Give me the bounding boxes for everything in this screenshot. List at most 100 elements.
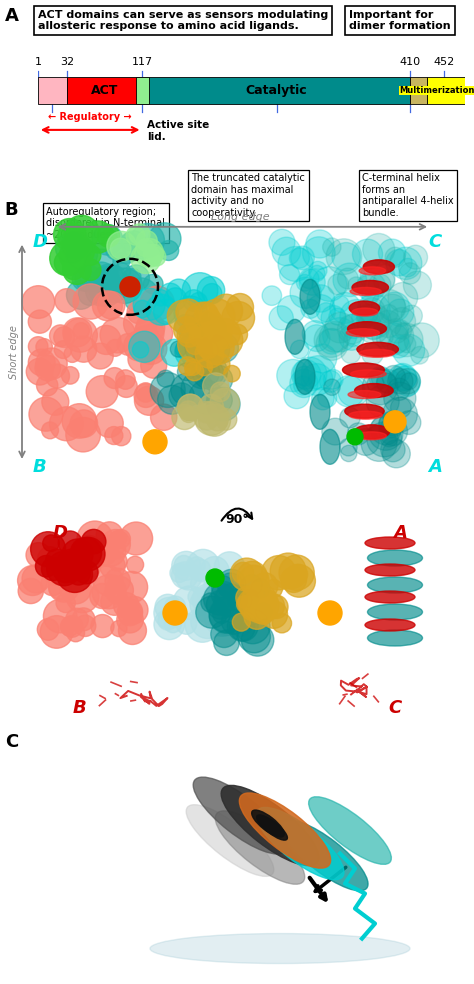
Circle shape bbox=[59, 240, 91, 271]
Circle shape bbox=[49, 406, 83, 441]
Circle shape bbox=[391, 321, 409, 338]
Circle shape bbox=[74, 615, 96, 637]
Circle shape bbox=[214, 552, 245, 583]
Circle shape bbox=[107, 231, 137, 261]
Circle shape bbox=[322, 418, 348, 445]
Circle shape bbox=[196, 596, 228, 628]
Text: C-terminal helix
forms an
antiparallel 4-helix
bundle.: C-terminal helix forms an antiparallel 4… bbox=[362, 173, 454, 218]
Circle shape bbox=[55, 288, 79, 313]
Circle shape bbox=[50, 325, 71, 346]
Circle shape bbox=[337, 268, 358, 289]
Circle shape bbox=[99, 266, 128, 293]
Circle shape bbox=[203, 583, 236, 615]
Circle shape bbox=[333, 376, 365, 407]
Circle shape bbox=[291, 340, 309, 358]
Circle shape bbox=[36, 348, 67, 380]
Circle shape bbox=[42, 389, 69, 415]
Circle shape bbox=[28, 310, 52, 334]
Circle shape bbox=[167, 279, 191, 303]
Circle shape bbox=[101, 229, 117, 245]
Circle shape bbox=[92, 326, 121, 354]
Circle shape bbox=[178, 327, 213, 362]
Text: Active site
lid.: Active site lid. bbox=[146, 120, 209, 142]
Circle shape bbox=[371, 368, 392, 388]
Circle shape bbox=[109, 530, 127, 547]
Text: C: C bbox=[428, 233, 442, 251]
Circle shape bbox=[356, 304, 391, 338]
Circle shape bbox=[186, 355, 219, 389]
Circle shape bbox=[202, 316, 226, 339]
Circle shape bbox=[189, 324, 213, 347]
Circle shape bbox=[204, 365, 233, 394]
Circle shape bbox=[123, 265, 149, 291]
Text: ← Regulatory →: ← Regulatory → bbox=[48, 112, 132, 122]
Circle shape bbox=[66, 608, 88, 631]
Circle shape bbox=[228, 613, 252, 637]
Circle shape bbox=[158, 386, 187, 414]
Circle shape bbox=[164, 596, 185, 617]
Circle shape bbox=[101, 529, 130, 559]
Circle shape bbox=[46, 364, 70, 388]
Ellipse shape bbox=[349, 411, 383, 419]
Circle shape bbox=[380, 429, 398, 447]
Circle shape bbox=[306, 294, 335, 324]
Circle shape bbox=[290, 277, 321, 308]
Circle shape bbox=[316, 329, 348, 360]
Circle shape bbox=[174, 296, 208, 330]
Circle shape bbox=[40, 616, 73, 648]
Circle shape bbox=[196, 321, 230, 354]
Circle shape bbox=[113, 253, 130, 270]
Circle shape bbox=[403, 272, 431, 299]
Circle shape bbox=[134, 300, 151, 318]
Circle shape bbox=[283, 565, 315, 597]
Circle shape bbox=[18, 566, 47, 595]
Circle shape bbox=[71, 337, 97, 362]
Circle shape bbox=[116, 572, 147, 603]
Circle shape bbox=[392, 366, 417, 391]
Circle shape bbox=[198, 395, 224, 420]
Circle shape bbox=[191, 604, 225, 639]
Circle shape bbox=[319, 371, 341, 393]
Circle shape bbox=[359, 297, 385, 324]
Circle shape bbox=[158, 611, 177, 630]
Circle shape bbox=[239, 565, 269, 595]
Circle shape bbox=[135, 386, 164, 415]
Circle shape bbox=[155, 594, 181, 620]
Circle shape bbox=[185, 336, 204, 354]
Circle shape bbox=[366, 385, 399, 418]
Circle shape bbox=[341, 314, 365, 338]
Text: B: B bbox=[5, 201, 18, 218]
Circle shape bbox=[289, 248, 310, 269]
Circle shape bbox=[323, 318, 357, 352]
Circle shape bbox=[70, 537, 101, 569]
Circle shape bbox=[372, 313, 389, 331]
Ellipse shape bbox=[215, 811, 305, 885]
Circle shape bbox=[230, 558, 264, 591]
Circle shape bbox=[307, 284, 335, 312]
Circle shape bbox=[195, 339, 224, 368]
Circle shape bbox=[121, 232, 139, 250]
Circle shape bbox=[317, 303, 336, 322]
Circle shape bbox=[60, 617, 79, 636]
Circle shape bbox=[222, 301, 255, 335]
Circle shape bbox=[369, 416, 403, 451]
Circle shape bbox=[202, 373, 229, 400]
Ellipse shape bbox=[357, 342, 399, 356]
Circle shape bbox=[67, 624, 84, 642]
Circle shape bbox=[71, 535, 106, 571]
Circle shape bbox=[280, 265, 300, 284]
Circle shape bbox=[210, 382, 230, 401]
Circle shape bbox=[340, 299, 374, 334]
Ellipse shape bbox=[282, 821, 368, 891]
Circle shape bbox=[362, 343, 383, 365]
Circle shape bbox=[106, 240, 126, 260]
Circle shape bbox=[46, 558, 64, 577]
Circle shape bbox=[174, 555, 193, 575]
Circle shape bbox=[64, 241, 86, 263]
Circle shape bbox=[114, 263, 130, 279]
Circle shape bbox=[82, 529, 106, 554]
Circle shape bbox=[308, 344, 337, 373]
Circle shape bbox=[227, 293, 254, 321]
Circle shape bbox=[64, 345, 81, 362]
Circle shape bbox=[209, 333, 238, 363]
